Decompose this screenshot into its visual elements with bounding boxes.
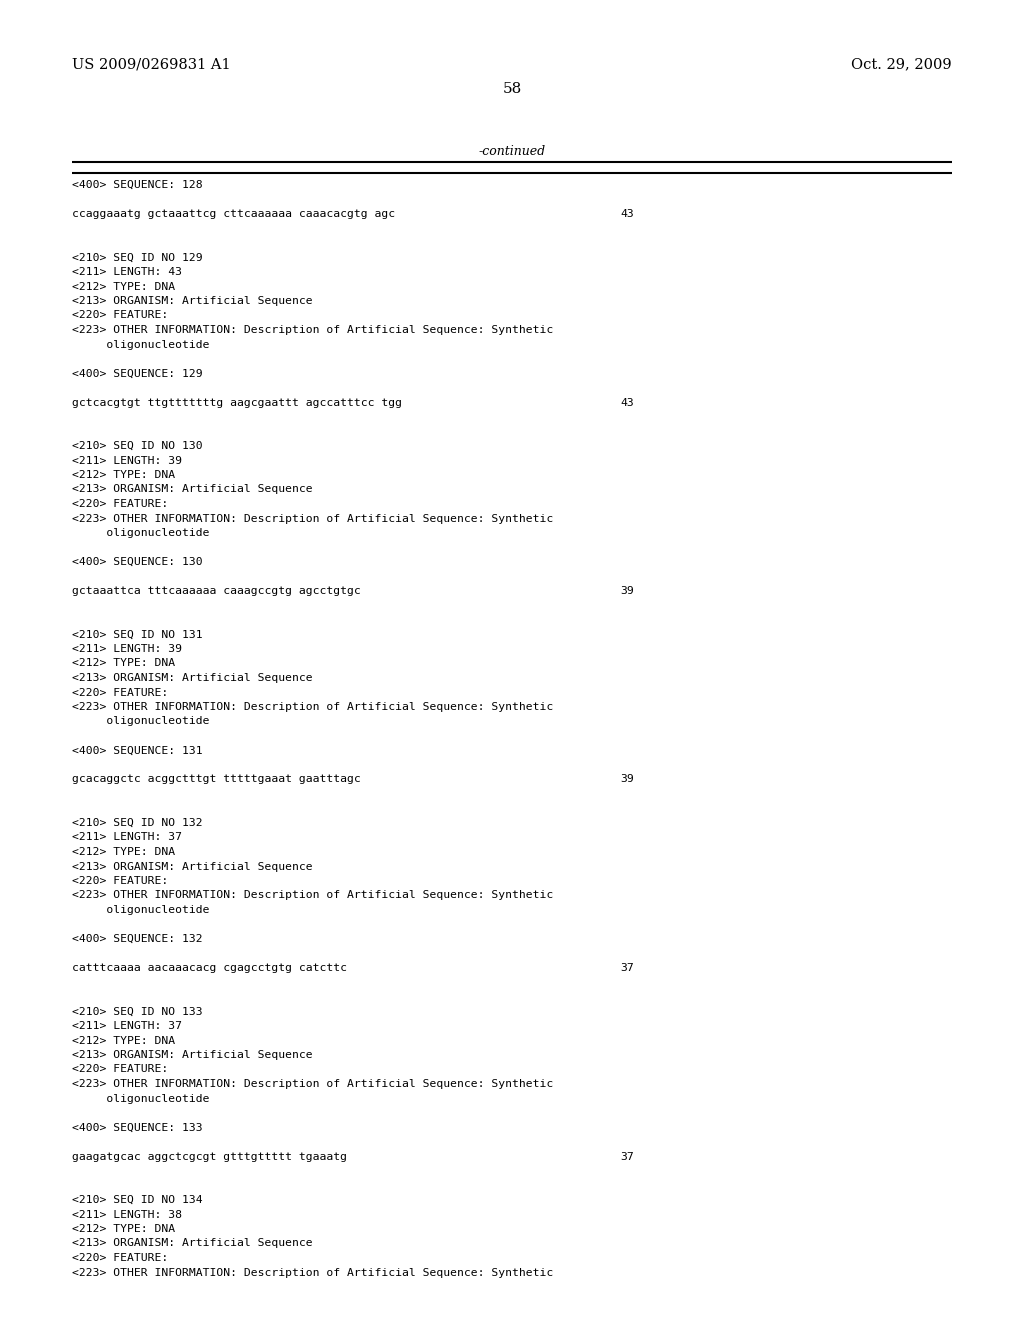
Text: oligonucleotide: oligonucleotide (72, 339, 210, 350)
Text: <223> OTHER INFORMATION: Description of Artificial Sequence: Synthetic: <223> OTHER INFORMATION: Description of … (72, 1078, 553, 1089)
Text: <213> ORGANISM: Artificial Sequence: <213> ORGANISM: Artificial Sequence (72, 1238, 312, 1249)
Text: <223> OTHER INFORMATION: Description of Artificial Sequence: Synthetic: <223> OTHER INFORMATION: Description of … (72, 891, 553, 900)
Text: <210> SEQ ID NO 132: <210> SEQ ID NO 132 (72, 818, 203, 828)
Text: <212> TYPE: DNA: <212> TYPE: DNA (72, 281, 175, 292)
Text: <212> TYPE: DNA: <212> TYPE: DNA (72, 470, 175, 480)
Text: -continued: -continued (478, 145, 546, 158)
Text: <220> FEATURE:: <220> FEATURE: (72, 310, 168, 321)
Text: oligonucleotide: oligonucleotide (72, 906, 210, 915)
Text: <211> LENGTH: 37: <211> LENGTH: 37 (72, 1020, 182, 1031)
Text: <223> OTHER INFORMATION: Description of Artificial Sequence: Synthetic: <223> OTHER INFORMATION: Description of … (72, 702, 553, 711)
Text: <211> LENGTH: 37: <211> LENGTH: 37 (72, 833, 182, 842)
Text: <220> FEATURE:: <220> FEATURE: (72, 1253, 168, 1263)
Text: gctcacgtgt ttgtttttttg aagcgaattt agccatttcc tgg: gctcacgtgt ttgtttttttg aagcgaattt agccat… (72, 397, 402, 408)
Text: <223> OTHER INFORMATION: Description of Artificial Sequence: Synthetic: <223> OTHER INFORMATION: Description of … (72, 325, 553, 335)
Text: oligonucleotide: oligonucleotide (72, 1093, 210, 1104)
Text: US 2009/0269831 A1: US 2009/0269831 A1 (72, 57, 230, 71)
Text: catttcaaaa aacaaacacg cgagcctgtg catcttc: catttcaaaa aacaaacacg cgagcctgtg catcttc (72, 964, 347, 973)
Text: <400> SEQUENCE: 130: <400> SEQUENCE: 130 (72, 557, 203, 568)
Text: 37: 37 (620, 964, 634, 973)
Text: gcacaggctc acggctttgt tttttgaaat gaatttagc: gcacaggctc acggctttgt tttttgaaat gaattta… (72, 775, 360, 784)
Text: <212> TYPE: DNA: <212> TYPE: DNA (72, 847, 175, 857)
Text: <213> ORGANISM: Artificial Sequence: <213> ORGANISM: Artificial Sequence (72, 484, 312, 495)
Text: ccaggaaatg gctaaattcg cttcaaaaaa caaacacgtg agc: ccaggaaatg gctaaattcg cttcaaaaaa caaacac… (72, 209, 395, 219)
Text: oligonucleotide: oligonucleotide (72, 528, 210, 539)
Text: 43: 43 (620, 397, 634, 408)
Text: 39: 39 (620, 775, 634, 784)
Text: <211> LENGTH: 39: <211> LENGTH: 39 (72, 455, 182, 466)
Text: <400> SEQUENCE: 132: <400> SEQUENCE: 132 (72, 935, 203, 944)
Text: gaagatgcac aggctcgcgt gtttgttttt tgaaatg: gaagatgcac aggctcgcgt gtttgttttt tgaaatg (72, 1151, 347, 1162)
Text: <223> OTHER INFORMATION: Description of Artificial Sequence: Synthetic: <223> OTHER INFORMATION: Description of … (72, 1267, 553, 1278)
Text: <212> TYPE: DNA: <212> TYPE: DNA (72, 1035, 175, 1045)
Text: 37: 37 (620, 1151, 634, 1162)
Text: 58: 58 (503, 82, 521, 96)
Text: <220> FEATURE:: <220> FEATURE: (72, 1064, 168, 1074)
Text: <400> SEQUENCE: 129: <400> SEQUENCE: 129 (72, 368, 203, 379)
Text: 43: 43 (620, 209, 634, 219)
Text: <220> FEATURE:: <220> FEATURE: (72, 876, 168, 886)
Text: <210> SEQ ID NO 134: <210> SEQ ID NO 134 (72, 1195, 203, 1205)
Text: <213> ORGANISM: Artificial Sequence: <213> ORGANISM: Artificial Sequence (72, 1049, 312, 1060)
Text: <210> SEQ ID NO 131: <210> SEQ ID NO 131 (72, 630, 203, 639)
Text: <211> LENGTH: 39: <211> LENGTH: 39 (72, 644, 182, 653)
Text: <213> ORGANISM: Artificial Sequence: <213> ORGANISM: Artificial Sequence (72, 673, 312, 682)
Text: <211> LENGTH: 38: <211> LENGTH: 38 (72, 1209, 182, 1220)
Text: oligonucleotide: oligonucleotide (72, 717, 210, 726)
Text: <223> OTHER INFORMATION: Description of Artificial Sequence: Synthetic: <223> OTHER INFORMATION: Description of … (72, 513, 553, 524)
Text: <400> SEQUENCE: 128: <400> SEQUENCE: 128 (72, 180, 203, 190)
Text: <220> FEATURE:: <220> FEATURE: (72, 499, 168, 510)
Text: <400> SEQUENCE: 131: <400> SEQUENCE: 131 (72, 746, 203, 755)
Text: <400> SEQUENCE: 133: <400> SEQUENCE: 133 (72, 1122, 203, 1133)
Text: <220> FEATURE:: <220> FEATURE: (72, 688, 168, 697)
Text: <210> SEQ ID NO 133: <210> SEQ ID NO 133 (72, 1006, 203, 1016)
Text: <210> SEQ ID NO 129: <210> SEQ ID NO 129 (72, 252, 203, 263)
Text: 39: 39 (620, 586, 634, 597)
Text: <212> TYPE: DNA: <212> TYPE: DNA (72, 659, 175, 668)
Text: <213> ORGANISM: Artificial Sequence: <213> ORGANISM: Artificial Sequence (72, 862, 312, 871)
Text: <213> ORGANISM: Artificial Sequence: <213> ORGANISM: Artificial Sequence (72, 296, 312, 306)
Text: <212> TYPE: DNA: <212> TYPE: DNA (72, 1224, 175, 1234)
Text: Oct. 29, 2009: Oct. 29, 2009 (851, 57, 952, 71)
Text: <211> LENGTH: 43: <211> LENGTH: 43 (72, 267, 182, 277)
Text: gctaaattca tttcaaaaaa caaagccgtg agcctgtgc: gctaaattca tttcaaaaaa caaagccgtg agcctgt… (72, 586, 360, 597)
Text: <210> SEQ ID NO 130: <210> SEQ ID NO 130 (72, 441, 203, 451)
